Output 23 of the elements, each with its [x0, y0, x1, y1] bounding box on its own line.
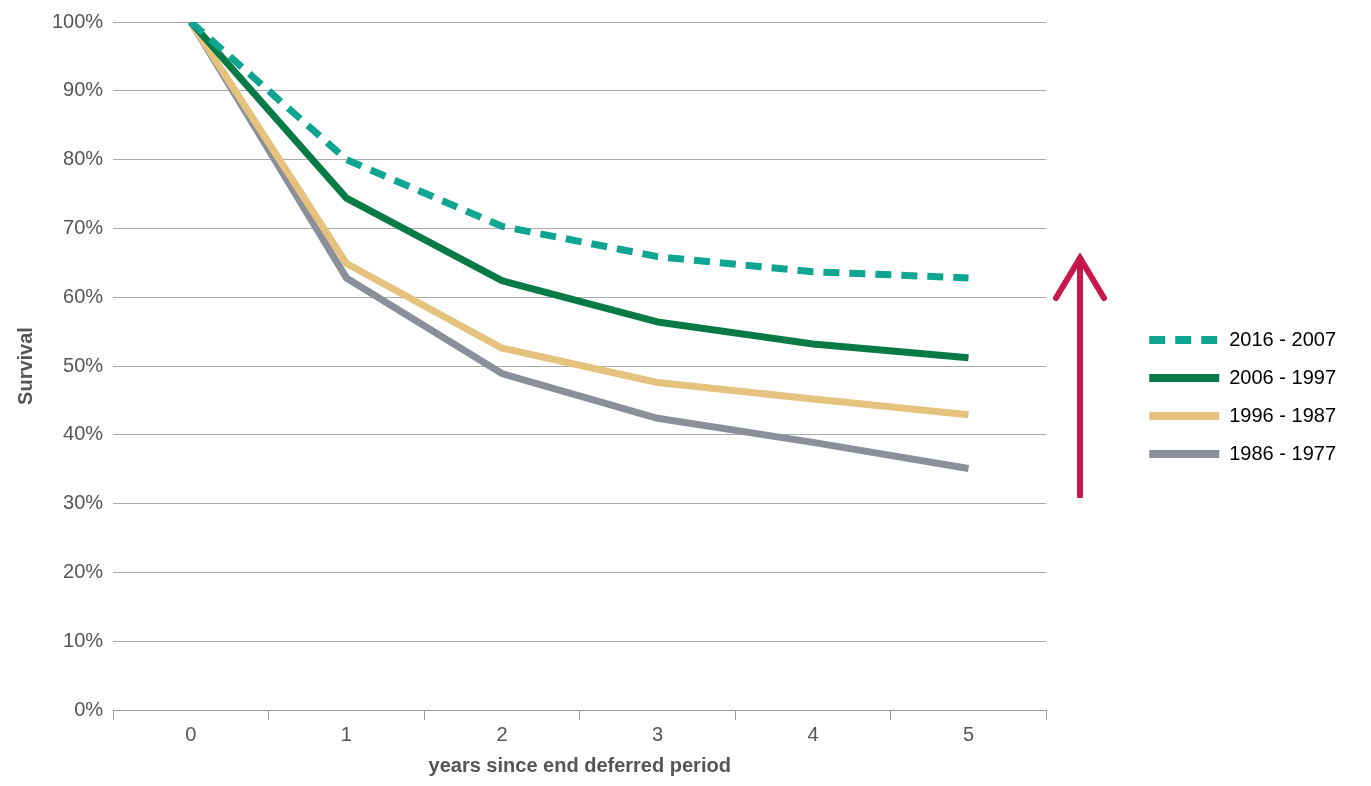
x-tick-label: 1 — [340, 722, 352, 745]
x-tick-label: 4 — [807, 722, 819, 745]
x-tick-label: 3 — [651, 722, 664, 745]
y-tick-label: 60% — [63, 284, 104, 307]
legend-label: 1986 - 1977 — [1229, 441, 1337, 464]
y-tick-label: 40% — [63, 422, 104, 445]
y-tick-label: 80% — [63, 147, 104, 170]
y-tick-label: 30% — [63, 491, 104, 514]
x-axis-title: years since end deferred period — [428, 753, 731, 776]
y-tick-label: 100% — [52, 9, 104, 32]
y-tick-label: 10% — [63, 628, 104, 651]
y-tick-label: 90% — [63, 78, 104, 101]
y-axis-title: Survival — [13, 327, 36, 405]
x-tick-label: 0 — [185, 722, 197, 745]
y-tick-label: 70% — [63, 215, 104, 238]
legend-label: 2016 - 2007 — [1229, 327, 1337, 350]
x-tick-label: 5 — [962, 722, 975, 745]
x-tick-label: 2 — [496, 722, 508, 745]
y-tick-label: 0% — [74, 697, 104, 720]
legend-label: 2006 - 1997 — [1229, 365, 1337, 388]
legend-label: 1996 - 1987 — [1229, 403, 1337, 426]
y-tick-label: 50% — [63, 353, 104, 376]
y-tick-label: 20% — [63, 559, 104, 582]
